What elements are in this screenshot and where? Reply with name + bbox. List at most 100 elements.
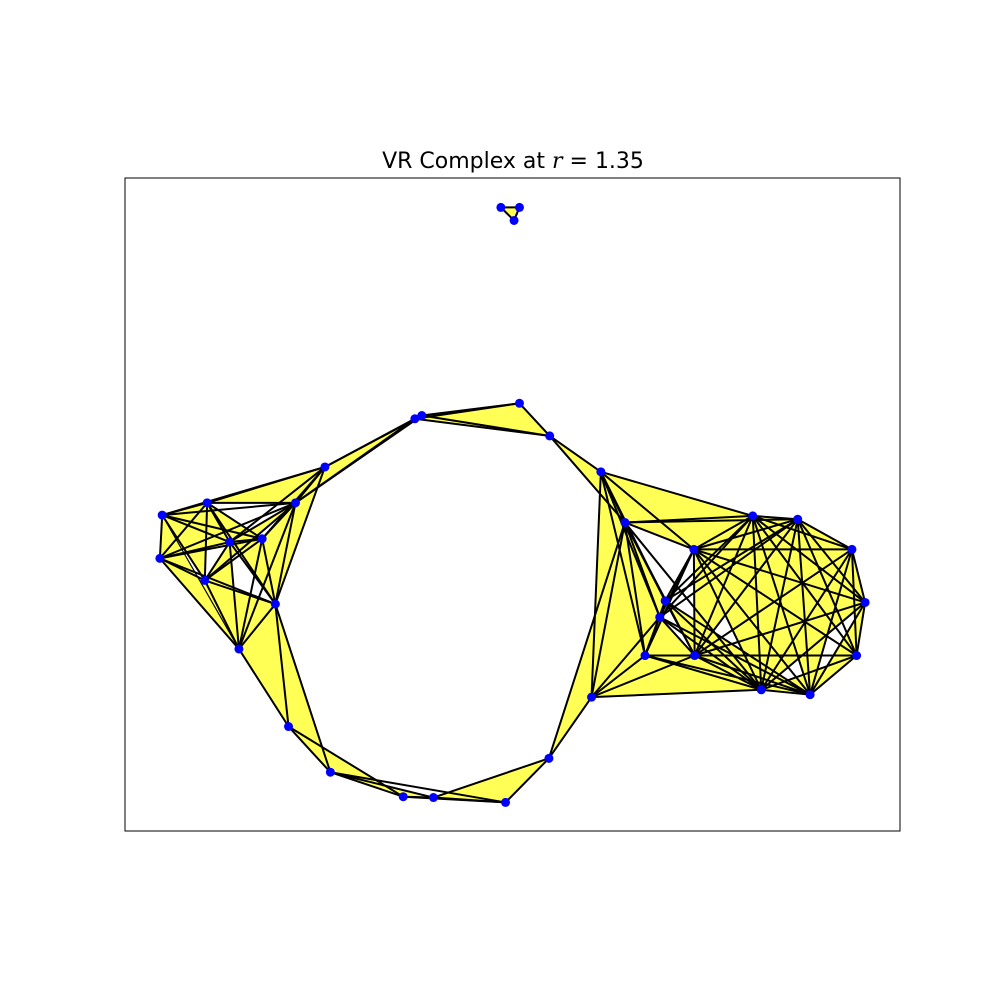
edge-34: [228, 465, 326, 544]
vertex-point-15: [270, 599, 280, 609]
edge-63: [432, 757, 550, 799]
edge-90: [692, 548, 812, 696]
edge-43: [158, 557, 240, 650]
edge-112: [658, 518, 799, 619]
plot-area: [155, 202, 870, 807]
title-prefix: VR Complex at: [382, 149, 552, 174]
edge-127: [693, 654, 812, 696]
vertex-point-19: [398, 792, 408, 802]
edge-91: [692, 548, 763, 691]
edge-62: [432, 796, 507, 804]
vertex-point-37: [587, 692, 597, 702]
simplex-edges: [158, 206, 867, 804]
edge-121: [693, 601, 867, 657]
edge-64: [504, 757, 550, 804]
edge-54: [237, 501, 297, 650]
vertex-point-21: [501, 797, 511, 807]
vertex-point-7: [320, 462, 330, 472]
vertex-point-8: [291, 498, 300, 508]
edge-58: [329, 771, 435, 799]
vertex-point-30: [852, 651, 862, 661]
vertex-point-25: [689, 544, 699, 554]
edge-8: [420, 414, 551, 437]
edge-32: [228, 541, 240, 650]
vertex-point-0: [496, 202, 506, 212]
vertex-point-20: [428, 793, 438, 803]
edge-96: [751, 514, 799, 521]
edge-131: [693, 654, 763, 691]
chart-title: VR Complex at r = 1.35: [382, 149, 644, 174]
edge-76: [623, 521, 695, 551]
edge-111: [664, 518, 799, 602]
edge-137: [664, 599, 696, 657]
vertex-point-36: [655, 612, 665, 622]
edge-129: [664, 599, 812, 696]
edge-24: [203, 501, 209, 582]
edge-57: [329, 771, 405, 798]
edge-66: [547, 521, 626, 760]
vertices: [155, 202, 870, 807]
edge-50: [274, 603, 332, 774]
title-value: 1.35: [595, 149, 644, 174]
edge-104: [658, 514, 754, 619]
edge-132: [644, 654, 763, 691]
edge-71: [599, 470, 754, 517]
edge-98: [751, 514, 867, 604]
edge-51: [274, 501, 297, 606]
edge-133: [664, 599, 763, 691]
edge-110: [693, 518, 799, 657]
edge-47: [203, 501, 297, 582]
vertex-point-35: [660, 596, 670, 606]
vertex-point-6: [545, 431, 555, 441]
vertex-point-31: [805, 690, 815, 700]
edge-59: [329, 771, 507, 804]
edge-55: [287, 725, 332, 774]
edge-53: [237, 647, 290, 728]
edge-114: [850, 548, 858, 657]
edge-79: [623, 521, 763, 691]
edge-113: [850, 548, 867, 604]
edge-22: [206, 501, 264, 540]
edge-135: [590, 688, 763, 699]
edge-78: [623, 518, 799, 524]
edge-83: [623, 521, 661, 619]
vertex-point-5: [514, 398, 524, 408]
edge-70: [599, 470, 695, 551]
edge-19: [161, 501, 297, 517]
edge-141: [644, 616, 661, 657]
vertex-point-10: [202, 498, 212, 508]
edge-139: [590, 654, 696, 699]
edge-116: [760, 548, 853, 691]
edge-100: [751, 514, 812, 696]
edge-85: [692, 514, 754, 551]
edge-67: [548, 434, 602, 473]
edge-102: [693, 514, 754, 657]
vertex-point-23: [596, 467, 606, 477]
edge-118: [855, 601, 867, 657]
edge-48: [237, 603, 277, 650]
edge-68: [548, 434, 626, 524]
edge-142: [590, 654, 647, 699]
edge-16: [161, 514, 264, 540]
edge-23: [158, 501, 209, 560]
axes-frame: [124, 177, 901, 832]
edge-81: [623, 521, 647, 657]
title-equals: =: [563, 149, 595, 174]
edge-122: [809, 654, 858, 696]
edge-128: [644, 654, 812, 696]
edge-97: [751, 514, 853, 551]
vertex-point-16: [234, 644, 244, 654]
vertex-point-33: [690, 651, 700, 661]
vertex-point-1: [514, 202, 524, 212]
edge-103: [664, 514, 754, 602]
edge-6: [518, 402, 551, 437]
vertex-point-32: [756, 685, 766, 695]
edge-108: [796, 518, 812, 696]
vertex-point-3: [410, 414, 420, 424]
vertex-point-4: [417, 411, 427, 421]
vertex-point-28: [847, 544, 857, 554]
edge-44: [158, 501, 297, 560]
edge-42: [158, 557, 277, 606]
